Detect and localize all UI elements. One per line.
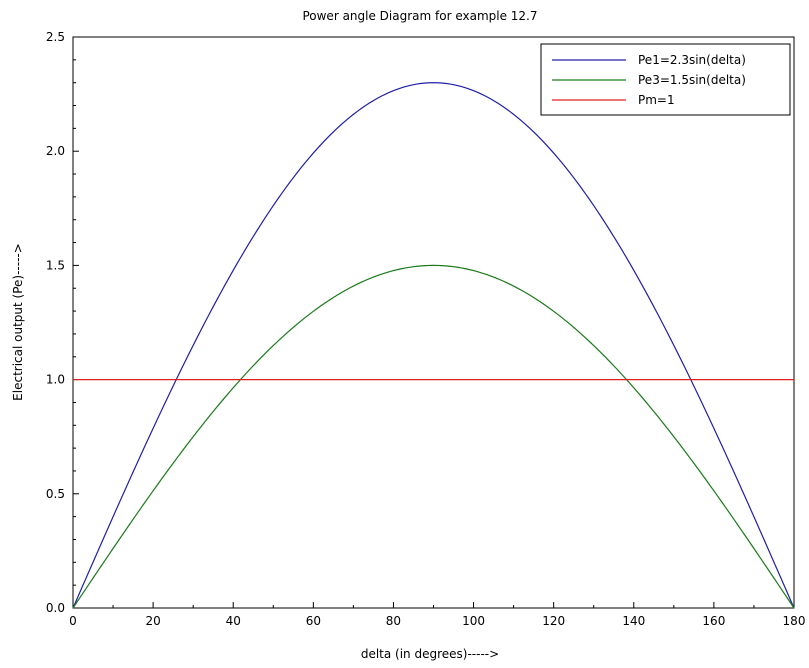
y-axis: 0.0 0.5 1.0 1.5 2.0 2.5 — [46, 30, 79, 615]
y-tick-label: 0.0 — [46, 601, 65, 615]
y-tick-label: 2.0 — [46, 144, 65, 158]
x-tick-label: 100 — [462, 614, 485, 628]
x-tick-label: 80 — [386, 614, 401, 628]
legend-label: Pe1=2.3sin(delta) — [638, 53, 746, 67]
y-axis-label: Electrical output (Pe)-----> — [11, 243, 25, 401]
series-line — [72, 82, 795, 609]
legend: Pe1=2.3sin(delta) Pe3=1.5sin(delta) Pm=1 — [540, 43, 791, 116]
plot-area — [72, 36, 795, 609]
x-axis: 0 20 40 60 80 100 120 140 160 180 — [69, 602, 805, 628]
series-line — [72, 264, 795, 609]
chart-title: Power angle Diagram for example 12.7 — [302, 9, 537, 23]
y-tick-label: 1.0 — [46, 373, 65, 387]
x-tick-label: 20 — [145, 614, 160, 628]
y-tick-label: 2.5 — [46, 30, 65, 44]
series-layer — [72, 82, 795, 609]
x-tick-label: 140 — [622, 614, 645, 628]
x-tick-label: 0 — [69, 614, 77, 628]
legend-label: Pe3=1.5sin(delta) — [638, 73, 746, 87]
x-tick-label: 160 — [702, 614, 725, 628]
y-tick-label: 0.5 — [46, 487, 65, 501]
x-tick-label: 120 — [542, 614, 565, 628]
y-tick-label: 1.5 — [46, 258, 65, 272]
legend-label: Pm=1 — [638, 93, 675, 107]
x-tick-label: 60 — [306, 614, 321, 628]
x-tick-label: 180 — [783, 614, 806, 628]
x-axis-label: delta (in degrees)-----> — [361, 647, 499, 661]
x-tick-label: 40 — [226, 614, 241, 628]
